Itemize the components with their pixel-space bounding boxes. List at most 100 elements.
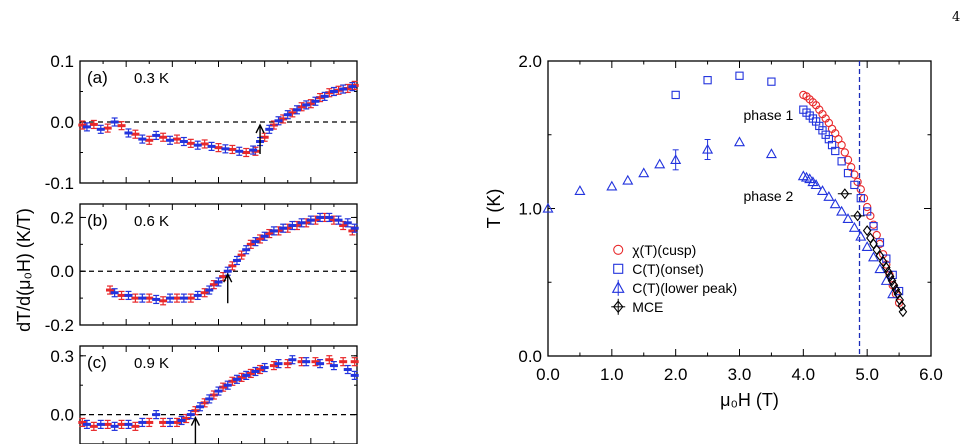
data-point-triangle: [816, 185, 829, 195]
data-point: [348, 85, 357, 89]
data-point: [325, 358, 334, 362]
data-point: [200, 291, 209, 295]
x-axis-title: μ₀H (T): [720, 390, 779, 410]
data-point: [209, 283, 218, 287]
arrow-head: [190, 416, 201, 426]
data-point: [78, 420, 87, 424]
legend-label: MCE: [632, 299, 663, 315]
data-point: [89, 424, 98, 428]
data-point: [350, 360, 359, 364]
data-point: [251, 369, 260, 373]
data-point: [219, 275, 228, 279]
data-point: [283, 362, 292, 366]
data-point-triangle: [810, 179, 822, 190]
data-point: [246, 242, 255, 246]
data-point: [348, 229, 357, 233]
data-point: [343, 86, 352, 90]
data-point: [124, 293, 133, 297]
y-tick-label: -0.1: [45, 174, 74, 193]
data-point: [117, 422, 126, 426]
data-point: [297, 221, 306, 225]
data-point: [82, 422, 91, 426]
data-point: [297, 105, 306, 109]
data-point: [78, 123, 87, 127]
data-point: [96, 422, 105, 426]
y-tick-label: 0.2: [50, 208, 74, 227]
data-point: [159, 135, 168, 139]
data-point: [214, 280, 223, 284]
data-point: [320, 215, 329, 219]
y-tick-label: 2.0: [518, 52, 542, 71]
y-axis-title: T (K): [484, 189, 504, 229]
data-point-diamond: [883, 266, 893, 278]
x-tick-label: 1.0: [600, 365, 624, 384]
data-point: [237, 375, 246, 379]
data-point: [302, 221, 311, 225]
data-point: [186, 141, 195, 145]
data-point: [117, 293, 126, 297]
x-tick-label: 0.0: [536, 365, 560, 384]
data-point: [219, 385, 228, 389]
left-y-axis-label: dT/d(μ₀H) (K/T): [14, 208, 34, 332]
data-point-triangle: [861, 241, 873, 251]
plot-frame: [547, 60, 932, 357]
x-tick-label: 6.0: [919, 365, 943, 384]
data-point-circle: [837, 140, 846, 150]
data-point-diamond: [840, 188, 850, 200]
data-point: [288, 358, 297, 362]
data-point: [292, 224, 301, 228]
data-point-triangle: [542, 202, 554, 213]
data-point: [311, 218, 320, 222]
data-point: [242, 373, 251, 377]
data-point-diamond: [885, 270, 895, 282]
data-point-square: [843, 168, 853, 178]
data-point: [274, 229, 283, 233]
data-point: [329, 218, 338, 222]
page-number: 4: [952, 10, 960, 25]
panel-label: (b): [87, 211, 108, 230]
data-point: [269, 364, 278, 368]
data-point-diamond: [897, 300, 906, 312]
legend-label: χ(T)(cusp): [632, 242, 696, 258]
chart-panel-a: 0.1 0.0 -0.1 (a) 0.3 K: [45, 52, 359, 193]
phase-diagram-chart: 0.0 1.0 2.0 3.0 4.0 5.0 6.0 2.0 1.0 0.0 μ₀H (T) T (…: [484, 52, 943, 410]
x-tick-label: 5.0: [855, 365, 879, 384]
data-point: [145, 138, 154, 142]
y-tick-label: 1.0: [518, 200, 542, 219]
data-point-circle: [856, 185, 865, 194]
data-point: [131, 424, 140, 428]
data-point: [228, 147, 237, 151]
data-point: [96, 127, 105, 131]
data-point: [292, 108, 301, 112]
data-point: [279, 226, 288, 230]
data-point: [186, 296, 195, 300]
data-point-diamond: [613, 300, 624, 314]
data-point: [339, 87, 348, 91]
data-point-triangle: [638, 167, 650, 178]
data-point-diamond: [891, 284, 901, 296]
data-point: [138, 137, 147, 141]
data-point: [228, 264, 237, 268]
data-point: [214, 389, 223, 393]
data-point-triangle: [702, 143, 714, 154]
data-point: [265, 232, 274, 236]
y-tick-label: 0.0: [50, 262, 74, 281]
legend-label: C(T)(lower peak): [632, 280, 737, 296]
data-point: [260, 366, 269, 370]
data-point-triangle: [622, 174, 634, 185]
x-tick-label: 3.0: [728, 365, 752, 384]
data-point: [166, 138, 175, 142]
data-point: [182, 417, 191, 421]
data-point-circle: [840, 148, 849, 157]
data-point-triangle: [848, 221, 860, 232]
y-tick-label: 0.0: [518, 347, 542, 366]
data-point-diamond: [887, 275, 897, 287]
data-point-square: [613, 263, 624, 274]
data-point: [306, 218, 315, 222]
data-point-diamond: [882, 262, 891, 273]
data-point: [325, 215, 334, 219]
panel-label: (c): [87, 353, 107, 372]
data-point: [343, 221, 352, 225]
data-point-square: [671, 90, 680, 100]
data-point: [316, 96, 325, 100]
